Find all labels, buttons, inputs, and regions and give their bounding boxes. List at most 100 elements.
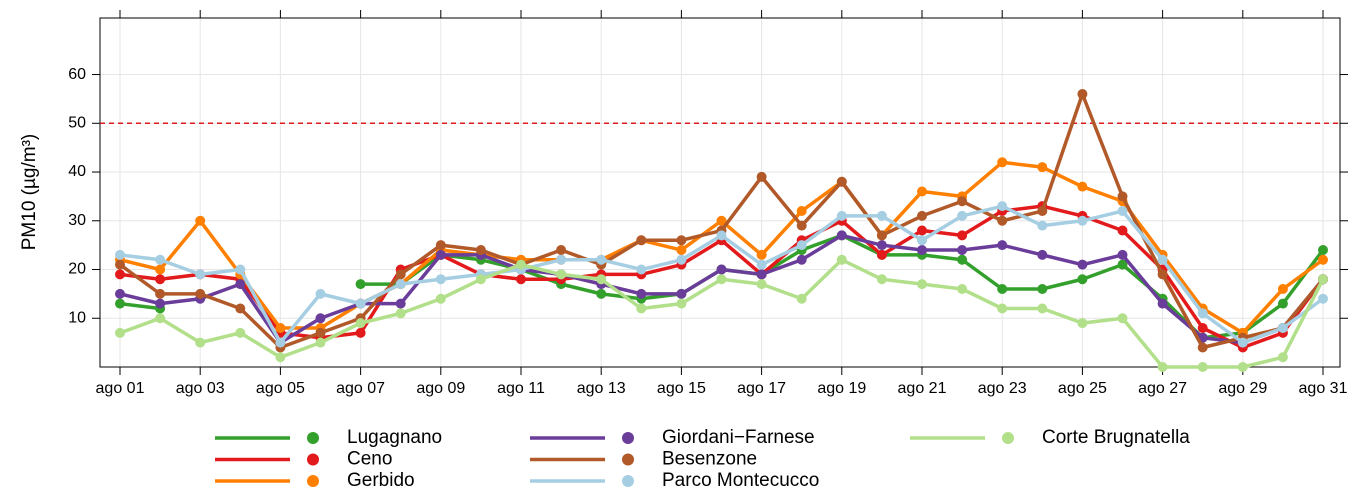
series-point bbox=[475, 245, 486, 256]
series-point bbox=[556, 269, 567, 280]
series-point bbox=[275, 323, 286, 334]
series-point bbox=[1237, 337, 1248, 348]
series-point bbox=[1277, 352, 1288, 363]
x-tick-label: ago 19 bbox=[817, 380, 866, 397]
series-point bbox=[796, 293, 807, 304]
x-tick-label: ago 03 bbox=[176, 380, 225, 397]
legend-label: Lugagnano bbox=[347, 427, 442, 448]
series-point bbox=[1318, 254, 1328, 265]
series-point bbox=[435, 274, 446, 285]
series-point bbox=[315, 337, 326, 348]
legend-point bbox=[622, 475, 634, 487]
series-point bbox=[676, 245, 687, 256]
series-point bbox=[756, 279, 767, 290]
series-point bbox=[1077, 259, 1088, 270]
series-point bbox=[1157, 362, 1168, 372]
series-point bbox=[1197, 308, 1208, 319]
series-point bbox=[716, 215, 727, 226]
y-tick-label: 50 bbox=[68, 115, 86, 132]
series-point bbox=[836, 254, 847, 265]
x-tick-label: ago 11 bbox=[497, 380, 545, 397]
series-point bbox=[556, 254, 567, 265]
series-point bbox=[1117, 259, 1128, 270]
series-point bbox=[836, 176, 847, 187]
series-point bbox=[1117, 313, 1128, 324]
series-point bbox=[1037, 284, 1048, 295]
series-point bbox=[235, 264, 246, 275]
y-axis-label: PM10 (µg/m³) bbox=[19, 134, 40, 251]
x-tick-label: ago 21 bbox=[898, 380, 947, 397]
series-point bbox=[676, 288, 687, 299]
series-point bbox=[195, 288, 206, 299]
series-point bbox=[355, 318, 366, 329]
series-point bbox=[115, 249, 125, 260]
legend-point bbox=[1002, 432, 1014, 444]
series-point bbox=[957, 254, 968, 265]
series-point bbox=[235, 279, 246, 290]
series-point bbox=[275, 337, 286, 348]
series-point bbox=[516, 259, 526, 270]
x-tick-label: ago 01 bbox=[96, 380, 145, 397]
series-point bbox=[155, 298, 166, 309]
series-point bbox=[1197, 362, 1208, 372]
series-point bbox=[876, 249, 887, 260]
legend-label: Gerbido bbox=[347, 470, 415, 491]
series-point bbox=[876, 210, 887, 221]
series-point bbox=[195, 337, 206, 348]
series-point bbox=[997, 201, 1008, 212]
series-point bbox=[155, 288, 166, 299]
series-point bbox=[1318, 274, 1328, 285]
series-point bbox=[1077, 181, 1088, 192]
x-tick-label: ago 25 bbox=[1058, 380, 1107, 397]
series-point bbox=[1237, 362, 1248, 372]
series-point bbox=[315, 327, 326, 338]
series-point bbox=[636, 235, 647, 246]
x-tick-label: ago 13 bbox=[577, 380, 626, 397]
x-tick-label: ago 29 bbox=[1218, 380, 1267, 397]
series-point bbox=[596, 254, 607, 265]
legend-label: Corte Brugnatella bbox=[1042, 427, 1190, 448]
series-point bbox=[676, 235, 687, 246]
series-point bbox=[1117, 206, 1128, 217]
series-point bbox=[1037, 249, 1048, 260]
series-point bbox=[957, 196, 968, 207]
series-point bbox=[796, 240, 807, 251]
series-point bbox=[917, 186, 927, 197]
series-point bbox=[115, 298, 125, 309]
series-point bbox=[235, 303, 246, 314]
series-point bbox=[1157, 298, 1168, 309]
series-point bbox=[435, 240, 446, 251]
series-point bbox=[997, 157, 1008, 168]
series-point bbox=[917, 279, 927, 290]
series-point bbox=[235, 327, 246, 338]
series-point bbox=[315, 313, 326, 324]
series-point bbox=[997, 284, 1008, 295]
series-point bbox=[395, 269, 406, 280]
series-point bbox=[315, 288, 326, 299]
series-point bbox=[1077, 318, 1088, 329]
series-point bbox=[155, 254, 166, 265]
series-point bbox=[796, 220, 807, 231]
series-point bbox=[155, 264, 166, 275]
series-point bbox=[756, 269, 767, 280]
y-tick-label: 30 bbox=[68, 212, 86, 229]
series-point bbox=[395, 279, 406, 290]
x-tick-label: ago 09 bbox=[416, 380, 465, 397]
series-point bbox=[355, 279, 366, 290]
series-point bbox=[155, 274, 166, 285]
series-point bbox=[756, 171, 767, 182]
series-point bbox=[395, 308, 406, 319]
series-point bbox=[716, 274, 727, 285]
series-point bbox=[1037, 162, 1048, 173]
series-point bbox=[516, 274, 526, 285]
series-point bbox=[115, 269, 125, 280]
y-tick-label: 10 bbox=[68, 309, 86, 326]
series-point bbox=[836, 230, 847, 241]
series-point bbox=[957, 210, 968, 221]
series-point bbox=[957, 245, 968, 256]
legend-point bbox=[622, 453, 634, 466]
series-point bbox=[876, 240, 887, 251]
series-point bbox=[957, 230, 968, 241]
series-point bbox=[596, 288, 607, 299]
